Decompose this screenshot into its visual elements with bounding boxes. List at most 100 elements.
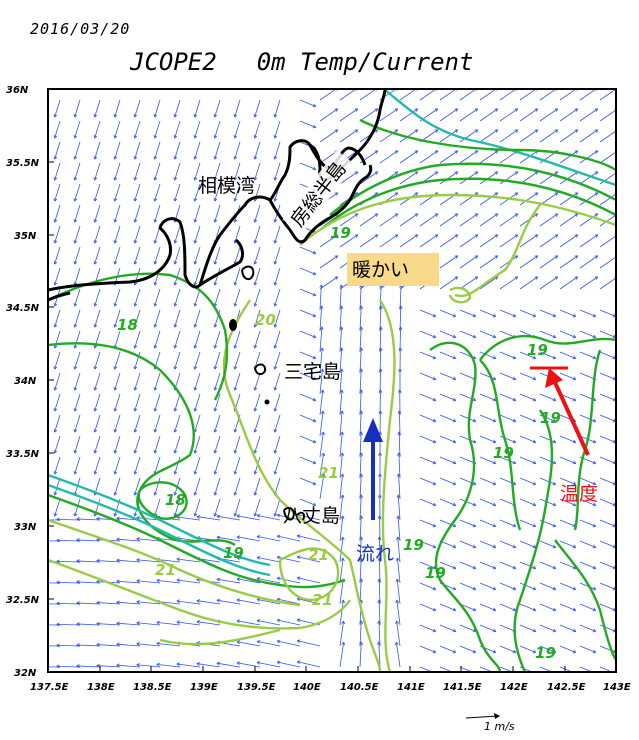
current-vector-head <box>312 103 317 108</box>
current-vector-head <box>37 665 40 668</box>
current-vector <box>274 162 281 181</box>
current-vector-head <box>133 386 138 391</box>
current-vector-head <box>432 586 437 591</box>
current-vector <box>339 536 344 563</box>
current-vector-head <box>296 576 301 581</box>
current-vector <box>299 456 316 464</box>
current-vector <box>479 624 496 632</box>
current-vector <box>174 456 181 475</box>
current-vector-head <box>233 491 238 496</box>
contour-21-south <box>159 628 281 646</box>
current-vector-head <box>56 601 60 606</box>
current-vector-head <box>196 662 200 666</box>
current-vector <box>196 516 221 521</box>
current-vector-head <box>253 386 258 391</box>
current-vector-head <box>319 326 324 330</box>
current-vector-head <box>432 418 437 423</box>
current-vector <box>136 601 161 605</box>
current-vector <box>254 141 261 160</box>
current-vector <box>74 141 81 160</box>
current-vector-head <box>233 302 238 307</box>
current-vector-head <box>193 281 198 286</box>
current-vector-head <box>213 197 218 202</box>
current-vector-head <box>514 213 519 217</box>
current-vector <box>319 410 324 437</box>
current-vector <box>234 372 241 391</box>
current-vector <box>599 582 616 590</box>
current-vector <box>274 456 281 475</box>
scale-label: 1 m/s <box>484 720 515 733</box>
current-vector-head <box>312 292 317 297</box>
current-vector <box>579 330 596 338</box>
current-vector <box>479 171 499 185</box>
current-vector <box>274 435 281 454</box>
current-vector-head <box>93 386 98 391</box>
current-vector <box>54 225 61 244</box>
current-vector <box>559 561 576 569</box>
current-vector-head <box>113 155 118 160</box>
current-vector <box>254 267 261 286</box>
current-vector <box>419 213 439 227</box>
current-vector-head <box>414 129 419 133</box>
current-vector <box>339 473 343 500</box>
contour-20-main <box>222 299 382 672</box>
current-vector-head <box>73 113 78 118</box>
current-vector-head <box>173 323 178 328</box>
current-vector-head <box>319 305 324 309</box>
current-vector <box>519 234 539 248</box>
current-vector <box>256 557 281 563</box>
current-vector-head <box>56 580 60 585</box>
current-vector-head <box>321 452 326 457</box>
current-vector-head <box>133 134 138 139</box>
current-vector-head <box>514 255 519 259</box>
current-vector-head <box>434 234 439 238</box>
current-vector-head <box>474 108 479 112</box>
current-vector <box>54 435 61 454</box>
current-vector-head <box>592 313 597 318</box>
current-vector-head <box>273 176 278 181</box>
current-vector <box>419 435 436 443</box>
current-vector-head <box>532 439 537 444</box>
current-vector <box>254 414 261 433</box>
current-vector <box>94 288 101 307</box>
current-vector-head <box>136 600 140 604</box>
current-vector-head <box>592 334 597 339</box>
current-vector <box>299 120 316 128</box>
current-vector <box>297 661 321 668</box>
current-vector-head <box>193 344 198 349</box>
lat-label: 32.5N <box>6 595 40 606</box>
current-vector <box>74 183 81 202</box>
current-vector-head <box>472 334 477 339</box>
current-vector-head <box>136 579 140 583</box>
contour-label: 21 <box>312 591 333 609</box>
current-vector <box>379 536 381 563</box>
current-vector-head <box>341 641 346 646</box>
current-vector <box>579 192 599 206</box>
current-vector-head <box>592 649 597 654</box>
current-vector <box>234 120 241 139</box>
current-vector-head <box>176 620 180 625</box>
contour-label: 19 <box>540 409 561 427</box>
current-vector-head <box>196 599 200 603</box>
current-vector-head <box>492 397 497 402</box>
current-vector <box>499 234 519 248</box>
current-vector-head <box>312 250 317 255</box>
current-vector-head <box>273 155 278 160</box>
current-vector <box>479 666 494 672</box>
current-vector <box>214 120 221 139</box>
current-vector-head <box>454 150 459 154</box>
contour-20-sw <box>48 518 301 607</box>
current-vector <box>539 561 556 569</box>
current-vector <box>539 498 556 506</box>
current-vector <box>499 129 519 143</box>
current-vector-head <box>378 326 383 330</box>
current-vector-head <box>492 607 497 612</box>
current-vector-head <box>340 431 344 436</box>
current-vector-head <box>136 621 140 625</box>
current-vector <box>439 129 459 143</box>
current-vector <box>216 578 241 584</box>
current-vector <box>559 213 579 227</box>
contour-19-north-b <box>319 177 616 231</box>
current-vector <box>359 494 362 521</box>
current-vector-head <box>213 449 218 454</box>
